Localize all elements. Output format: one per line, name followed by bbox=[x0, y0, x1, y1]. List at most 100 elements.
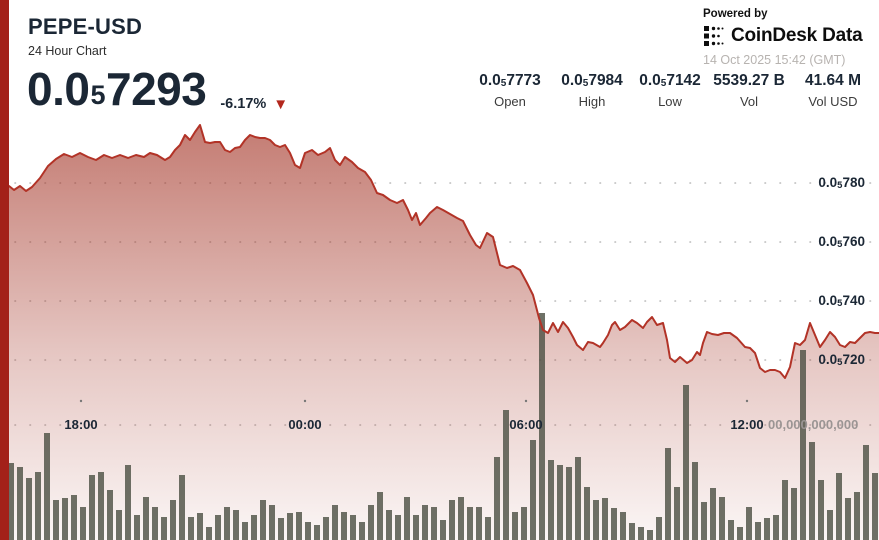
volume-bar bbox=[422, 505, 428, 540]
volume-bar bbox=[521, 507, 527, 540]
volume-bars bbox=[8, 313, 878, 540]
volume-bar bbox=[827, 510, 833, 540]
volume-bar bbox=[458, 497, 464, 540]
stat-label: Open bbox=[494, 94, 526, 109]
y-axis-label: 0.05760 bbox=[818, 234, 865, 250]
volume-bar bbox=[674, 487, 680, 540]
volume-bar bbox=[449, 500, 455, 540]
volume-bar bbox=[98, 472, 104, 540]
volume-bar bbox=[809, 442, 815, 540]
symbol-title: PEPE-USD bbox=[28, 14, 143, 39]
volume-bar bbox=[530, 440, 536, 540]
volume-bar bbox=[314, 525, 320, 540]
volume-bar bbox=[206, 527, 212, 540]
volume-bar bbox=[863, 445, 869, 540]
volume-bar bbox=[647, 530, 653, 540]
coindesk-logo-icon bbox=[704, 26, 724, 46]
subscript-zero-count: 5 bbox=[837, 180, 843, 191]
current-price-row: 0.057293 -6.17% ▼ bbox=[27, 64, 288, 121]
volume-bar bbox=[773, 515, 779, 540]
volume-bar bbox=[368, 505, 374, 540]
volume-bar bbox=[782, 480, 788, 540]
volume-bar bbox=[296, 512, 302, 540]
volume-bar bbox=[872, 473, 878, 540]
volume-bar bbox=[53, 500, 59, 540]
volume-bar bbox=[197, 513, 203, 540]
subscript-zero-count: 5 bbox=[90, 80, 105, 110]
left-accent-bar bbox=[0, 0, 9, 540]
volume-bar bbox=[467, 507, 473, 540]
volume-bar bbox=[710, 488, 716, 540]
volume-bar bbox=[152, 507, 158, 540]
volume-bar bbox=[656, 517, 662, 540]
volume-bar bbox=[8, 463, 14, 540]
stat-label: Vol bbox=[739, 94, 759, 109]
y-axis-label: 0.05740 bbox=[818, 293, 865, 309]
volume-bar bbox=[692, 462, 698, 540]
volume-bar bbox=[413, 515, 419, 540]
volume-bar bbox=[746, 507, 752, 540]
volume-bar bbox=[755, 522, 761, 540]
volume-bar bbox=[440, 520, 446, 540]
volume-bar bbox=[728, 520, 734, 540]
coindesk-brand[interactable]: CoinDesk Data bbox=[703, 25, 863, 47]
volume-bar bbox=[719, 497, 725, 540]
volume-bar bbox=[737, 527, 743, 540]
volume-bar bbox=[179, 475, 185, 540]
y-axis-label: 0.05780 bbox=[818, 175, 865, 191]
volume-bar bbox=[818, 480, 824, 540]
volume-bar bbox=[629, 523, 635, 540]
volume-bar bbox=[359, 522, 365, 540]
volume-bar bbox=[593, 500, 599, 540]
volume-bar bbox=[44, 433, 50, 540]
powered-by-label: Powered by bbox=[703, 8, 768, 20]
volume-bar bbox=[332, 505, 338, 540]
volume-bar bbox=[512, 512, 518, 540]
volume-bar bbox=[764, 518, 770, 540]
volume-bar bbox=[260, 500, 266, 540]
volume-bar bbox=[557, 465, 563, 540]
volume-bar bbox=[224, 507, 230, 540]
volume-bar bbox=[170, 500, 176, 540]
volume-bar bbox=[845, 498, 851, 540]
volume-bar bbox=[305, 522, 311, 540]
volume-bar bbox=[395, 515, 401, 540]
volume-bar bbox=[134, 515, 140, 540]
volume-bar bbox=[323, 517, 329, 540]
stat-value: 0.057984 bbox=[561, 72, 623, 89]
volume-bar bbox=[800, 350, 806, 540]
volume-bar bbox=[62, 498, 68, 540]
price-change-percent: -6.17% bbox=[220, 96, 267, 112]
stat-label: Low bbox=[658, 94, 682, 109]
chart-range-subtitle: 24 Hour Chart bbox=[28, 44, 107, 58]
volume-bar bbox=[17, 467, 23, 540]
volume-bar bbox=[125, 465, 131, 540]
stat-label: High bbox=[578, 94, 606, 109]
coindesk-brand-text: CoinDesk Data bbox=[731, 25, 863, 46]
stat-vol: 5539.27 B Vol bbox=[713, 72, 785, 109]
volume-bar bbox=[404, 497, 410, 540]
volume-bar bbox=[269, 505, 275, 540]
volume-bar bbox=[215, 515, 221, 540]
volume-bar bbox=[611, 508, 617, 540]
subscript-zero-count: 5 bbox=[837, 298, 843, 309]
chart-timestamp: 14 Oct 2025 15:42 (GMT) bbox=[703, 53, 846, 67]
volume-bar bbox=[107, 490, 113, 540]
x-axis-label: 12:00 bbox=[730, 417, 764, 432]
volume-bar bbox=[287, 513, 293, 540]
stat-low: 0.057142 Low bbox=[639, 72, 701, 109]
subscript-zero-count: 5 bbox=[582, 78, 589, 89]
volume-bar bbox=[602, 498, 608, 540]
x-axis-tick-dots bbox=[79, 399, 749, 403]
subscript-zero-count: 5 bbox=[837, 357, 843, 368]
volume-bar bbox=[71, 495, 77, 540]
volume-bar bbox=[584, 487, 590, 540]
volume-bar bbox=[80, 507, 86, 540]
volume-bar bbox=[233, 510, 239, 540]
stat-value: 0.057773 bbox=[479, 72, 541, 89]
volume-bar bbox=[251, 515, 257, 540]
volume-bar bbox=[503, 410, 509, 540]
volume-bar bbox=[476, 507, 482, 540]
volume-bar bbox=[566, 467, 572, 540]
